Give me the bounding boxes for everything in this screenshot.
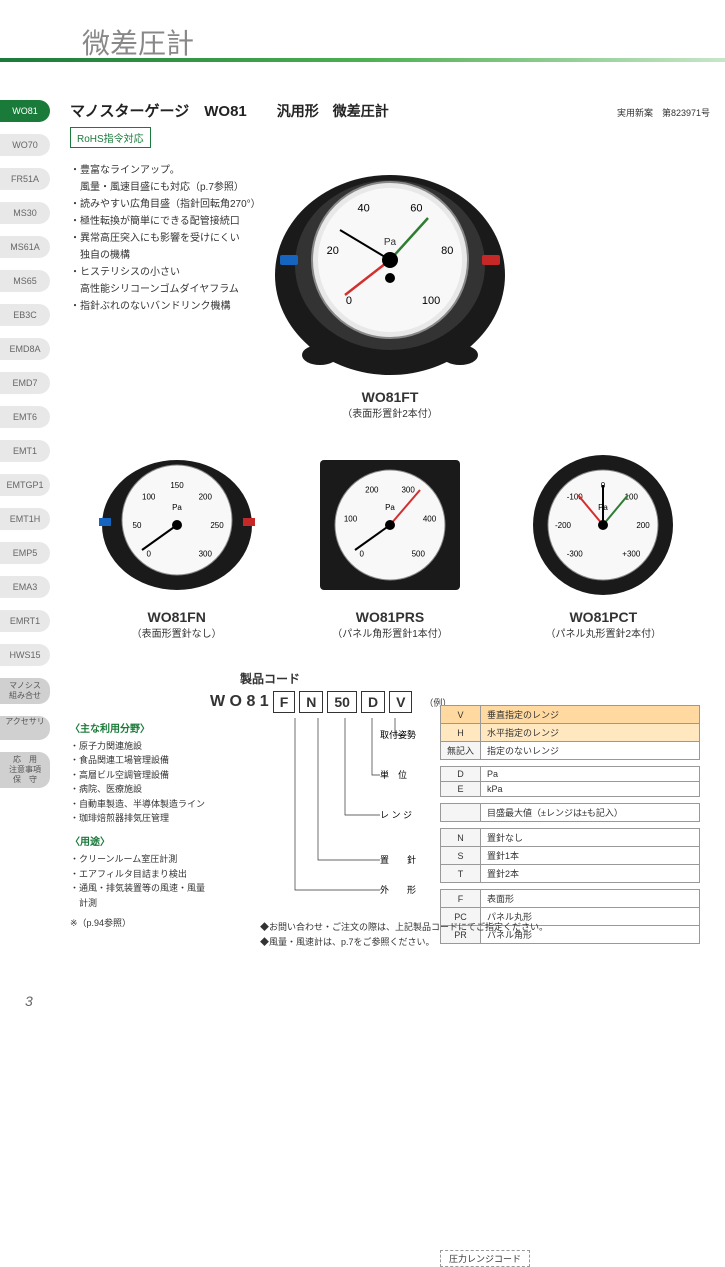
sidebar: WO81 WO70 FR51A MS30 MS61A MS65 EB3C EMD8A EMD7 E… xyxy=(0,100,60,800)
main-content: マノスターゲージ WO81 汎用形 微差圧計 実用新案 第823971号 RoH… xyxy=(70,100,710,325)
svg-text:置 針: 置 針 xyxy=(380,854,416,865)
sidebar-item[interactable]: マノシス組み合せ xyxy=(0,678,50,704)
svg-text:0: 0 xyxy=(359,549,364,558)
svg-text:Pa: Pa xyxy=(172,503,182,512)
svg-text:0: 0 xyxy=(346,295,352,307)
code-tables: V垂直指定のレンジH水平指定のレンジ無記入指定のないレンジ DPaEkPa 目盛最大… xyxy=(440,705,700,950)
svg-text:300: 300 xyxy=(401,485,415,494)
range-code-label: 圧力レンジコード xyxy=(440,1250,530,1267)
sidebar-item[interactable]: WO81 xyxy=(0,100,50,122)
usage-app-list: ・クリーンルーム室圧計測・エアフィルタ目詰まり検出・通風・排気装置等の風速・風量… xyxy=(70,852,250,910)
page-title: 微差圧計 xyxy=(82,22,194,62)
svg-text:-200: -200 xyxy=(555,521,572,530)
gauge-item: -300-200-1000100200+300Pa WO81PCT（パネル丸形置… xyxy=(503,450,703,640)
main-heading: マノスターゲージ WO81 xyxy=(70,100,247,121)
svg-text:300: 300 xyxy=(198,549,212,558)
sidebar-item[interactable]: EMP5 xyxy=(0,542,50,564)
usage-item: ・エアフィルタ目詰まり検出 xyxy=(70,867,250,881)
sidebar-item[interactable]: HWS15 xyxy=(0,644,50,666)
sidebar-item[interactable]: アクセサリ xyxy=(0,716,50,740)
svg-text:40: 40 xyxy=(358,202,370,214)
code-table: N置針なしS置針1本T置針2本 xyxy=(440,828,700,883)
sidebar-item[interactable]: EMT6 xyxy=(0,406,50,428)
svg-text:100: 100 xyxy=(422,295,440,307)
code-table: 目盛最大値（±レンジは±も記入） xyxy=(440,803,700,822)
svg-text:レ ン ジ: レ ン ジ xyxy=(380,810,412,820)
usage-ref: ※（p.94参照） xyxy=(70,916,250,929)
svg-text:500: 500 xyxy=(412,549,426,558)
gauge-row: 050100150200250300Pa WO81FN（表面形置針なし）0100… xyxy=(70,450,710,640)
sidebar-item[interactable]: MS61A xyxy=(0,236,50,258)
usage-item: ・自動車製造、半導体製造ライン xyxy=(70,797,250,811)
title-underline xyxy=(0,58,725,62)
sidebar-item[interactable]: EMD7 xyxy=(0,372,50,394)
usage-app-title: 〈用途〉 xyxy=(70,833,250,848)
note: ◆風量・風速計は、p.7をご参照ください。 xyxy=(260,935,548,948)
sidebar-item[interactable]: WO70 xyxy=(0,134,50,156)
code-table: V垂直指定のレンジH水平指定のレンジ無記入指定のないレンジ xyxy=(440,705,700,760)
patent-number: 実用新案 第823971号 xyxy=(617,106,710,119)
sub-heading: 汎用形 微差圧計 xyxy=(277,101,389,121)
sidebar-item[interactable]: EMTGP1 xyxy=(0,474,50,496)
svg-text:200: 200 xyxy=(198,493,212,502)
sidebar-item[interactable]: EMA3 xyxy=(0,576,50,598)
usage-item: 計測 xyxy=(70,896,250,910)
usage-field-title: 〈主な利用分野〉 xyxy=(70,720,250,735)
sidebar-item[interactable]: MS30 xyxy=(0,202,50,224)
gauge-main-label: WO81FT xyxy=(250,389,530,405)
code-table: DPaEkPa xyxy=(440,766,700,797)
svg-text:単 位: 単 位 xyxy=(380,769,407,780)
svg-text:100: 100 xyxy=(344,515,358,524)
note: ◆お問い合わせ・ご注文の際は、上記製品コードにてご指定ください。 xyxy=(260,920,548,933)
sidebar-item[interactable]: EMT1 xyxy=(0,440,50,462)
sidebar-item[interactable]: EMRT1 xyxy=(0,610,50,632)
svg-text:80: 80 xyxy=(441,245,453,257)
svg-text:60: 60 xyxy=(410,202,422,214)
rohs-badge: RoHS指令対応 xyxy=(70,127,151,148)
sidebar-item[interactable]: EB3C xyxy=(0,304,50,326)
sidebar-item[interactable]: MS65 xyxy=(0,270,50,292)
svg-text:Pa: Pa xyxy=(385,503,395,512)
svg-text:250: 250 xyxy=(210,521,224,530)
gauge-main: 0 20 40 60 80 100 Pa WO81FT （表面形置針2本付） xyxy=(250,160,530,420)
gauge-main-svg: 0 20 40 60 80 100 Pa xyxy=(270,160,510,380)
usage-item: ・クリーンルーム室圧計測 xyxy=(70,852,250,866)
svg-text:取付姿勢: 取付姿勢 xyxy=(380,729,416,740)
svg-text:Pa: Pa xyxy=(384,237,397,248)
page-number: 3 xyxy=(25,993,33,1009)
svg-text:50: 50 xyxy=(132,521,141,530)
usage-item: ・珈琲焙煎器排気圧管理 xyxy=(70,811,250,825)
svg-text:0: 0 xyxy=(146,549,151,558)
sidebar-item[interactable]: EMD8A xyxy=(0,338,50,360)
usage-field-list: ・原子力関連施設・食品関連工場管理設備・高層ビル空調管理設備・病院、医療施設・自… xyxy=(70,739,250,825)
svg-text:400: 400 xyxy=(423,515,437,524)
svg-text:外 形: 外 形 xyxy=(380,884,416,895)
svg-text:200: 200 xyxy=(365,485,379,494)
usage-item: ・病院、医療施設 xyxy=(70,782,250,796)
gauge-item: 0100200300400500Pa WO81PRS（パネル角形置針1本付） xyxy=(290,450,490,640)
usage-section: 〈主な利用分野〉 ・原子力関連施設・食品関連工場管理設備・高層ビル空調管理設備・… xyxy=(70,720,250,929)
svg-text:+300: +300 xyxy=(623,549,642,558)
sidebar-item[interactable]: 応 用注意事項保 守 xyxy=(0,752,50,788)
code-title: 製品コード xyxy=(240,670,710,687)
svg-text:150: 150 xyxy=(170,481,184,490)
usage-item: ・原子力関連施設 xyxy=(70,739,250,753)
code-connector-lines: 取付姿勢 単 位 レ ン ジ 置 針 外 形 xyxy=(250,700,450,900)
svg-text:100: 100 xyxy=(142,493,156,502)
svg-text:-300: -300 xyxy=(567,549,584,558)
sidebar-item[interactable]: FR51A xyxy=(0,168,50,190)
usage-item: ・食品関連工場管理設備 xyxy=(70,753,250,767)
sidebar-item[interactable]: EMT1H xyxy=(0,508,50,530)
svg-text:20: 20 xyxy=(327,245,339,257)
footer-notes: ◆お問い合わせ・ご注文の際は、上記製品コードにてご指定ください。 ◆風量・風速計は… xyxy=(260,920,548,950)
usage-item: ・高層ビル空調管理設備 xyxy=(70,768,250,782)
usage-item: ・通風・排気装置等の風速・風量 xyxy=(70,881,250,895)
svg-text:200: 200 xyxy=(637,521,651,530)
gauge-main-sublabel: （表面形置針2本付） xyxy=(250,405,530,420)
gauge-item: 050100150200250300Pa WO81FN（表面形置針なし） xyxy=(77,450,277,640)
